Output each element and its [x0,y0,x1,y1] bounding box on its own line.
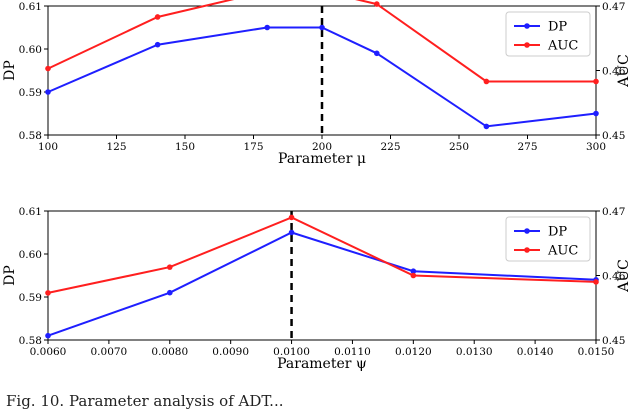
x-tick-label: 175 [243,141,263,153]
legend-label: DP [548,20,567,35]
series-point-auc [154,14,161,20]
series-point-auc [166,264,173,270]
legend-label: AUC [547,244,578,259]
x-tick-label: 0.0070 [91,346,128,358]
series-point-dp [593,110,599,117]
x-tick-label: 0.0100 [273,346,310,358]
y-right-axis-title: AUC [616,54,632,88]
y-left-axis-title: DP [2,265,18,286]
x-tick-label: 125 [106,141,126,153]
series-point-auc [593,279,599,285]
x-axis-title: Parameter μ [278,151,366,167]
series-point-auc [45,65,51,72]
series-point-dp [45,332,51,339]
series-point-auc [288,214,295,221]
series-point-dp [483,123,490,130]
x-tick-label: 0.0120 [395,346,432,358]
x-axis-title: Parameter ψ [277,356,367,372]
x-tick-label: 100 [38,141,58,153]
y-left-tick-label: 0.58 [19,335,42,347]
series-point-auc [593,78,599,85]
legend-label: DP [548,225,567,240]
x-tick-label: 150 [175,141,195,153]
x-tick-label: 0.0150 [578,346,615,358]
x-tick-label: 250 [449,141,469,153]
series-point-dp [166,289,173,296]
series-point-auc [45,290,51,296]
series-point-auc [410,272,417,279]
series-point-dp [374,50,380,57]
y-right-tick-label: 0.45 [602,335,625,347]
y-right-tick-label: 0.45 [602,130,625,142]
series-point-dp [410,268,417,275]
y-right-tick-label: 0.47 [602,206,625,218]
x-tick-label: 300 [586,141,606,153]
y-right-tick-label: 0.46 [602,66,626,78]
x-tick-label: 275 [517,141,537,153]
figure: 100 125 150 175 200 225 250 275 3000.580.590.600… [2,0,632,372]
x-tick-label: 0.0110 [334,346,371,358]
legend-label: AUC [547,39,578,54]
chart-panel-1: 100 125 150 175 200 225 250 275 300 0.58 0.59 0.60 0… [2,0,632,167]
y-right-axis-title: AUC [616,259,632,293]
y-right-tick-label: 0.46 [602,271,626,283]
x-tick-label: 0.0090 [212,346,249,358]
x-tick-label: 0.0130 [456,346,493,358]
y-left-tick-label: 0.58 [19,130,42,142]
x-tick-label: 0.0060 [30,346,67,358]
legend-marker [524,228,530,234]
series-point-dp [264,24,271,31]
series-point-auc [483,78,490,85]
x-tick-label: 200 [312,141,332,153]
figure-caption: Fig. 10. Parameter analysis of ADT... [6,392,284,410]
x-tick-label: 0.0140 [517,346,554,358]
y-left-tick-label: 0.60 [19,249,42,261]
series-point-dp [45,89,51,95]
y-right-tick-label: 0.47 [602,1,625,13]
series-point-dp [288,229,295,236]
y-left-tick-label: 0.61 [19,206,42,218]
series-point-dp [154,41,161,48]
y-left-tick-label: 0.59 [19,87,42,99]
y-left-tick-label: 0.60 [19,44,42,56]
y-left-tick-label: 0.61 [19,1,42,13]
series-point-auc [374,1,380,7]
y-left-axis-title: DP [2,60,18,81]
x-tick-label: 225 [380,141,400,153]
legend-marker [524,42,530,48]
legend-marker [524,247,530,253]
y-left-tick-label: 0.59 [19,292,42,304]
series-point-dp [319,24,325,31]
x-tick-label: 0.0080 [151,346,188,358]
legend-marker [524,23,530,29]
chart-panel-2: 0.0060 0.0070 0.0080 0.0090 0.0100 0.0110 0.01… [2,206,632,372]
